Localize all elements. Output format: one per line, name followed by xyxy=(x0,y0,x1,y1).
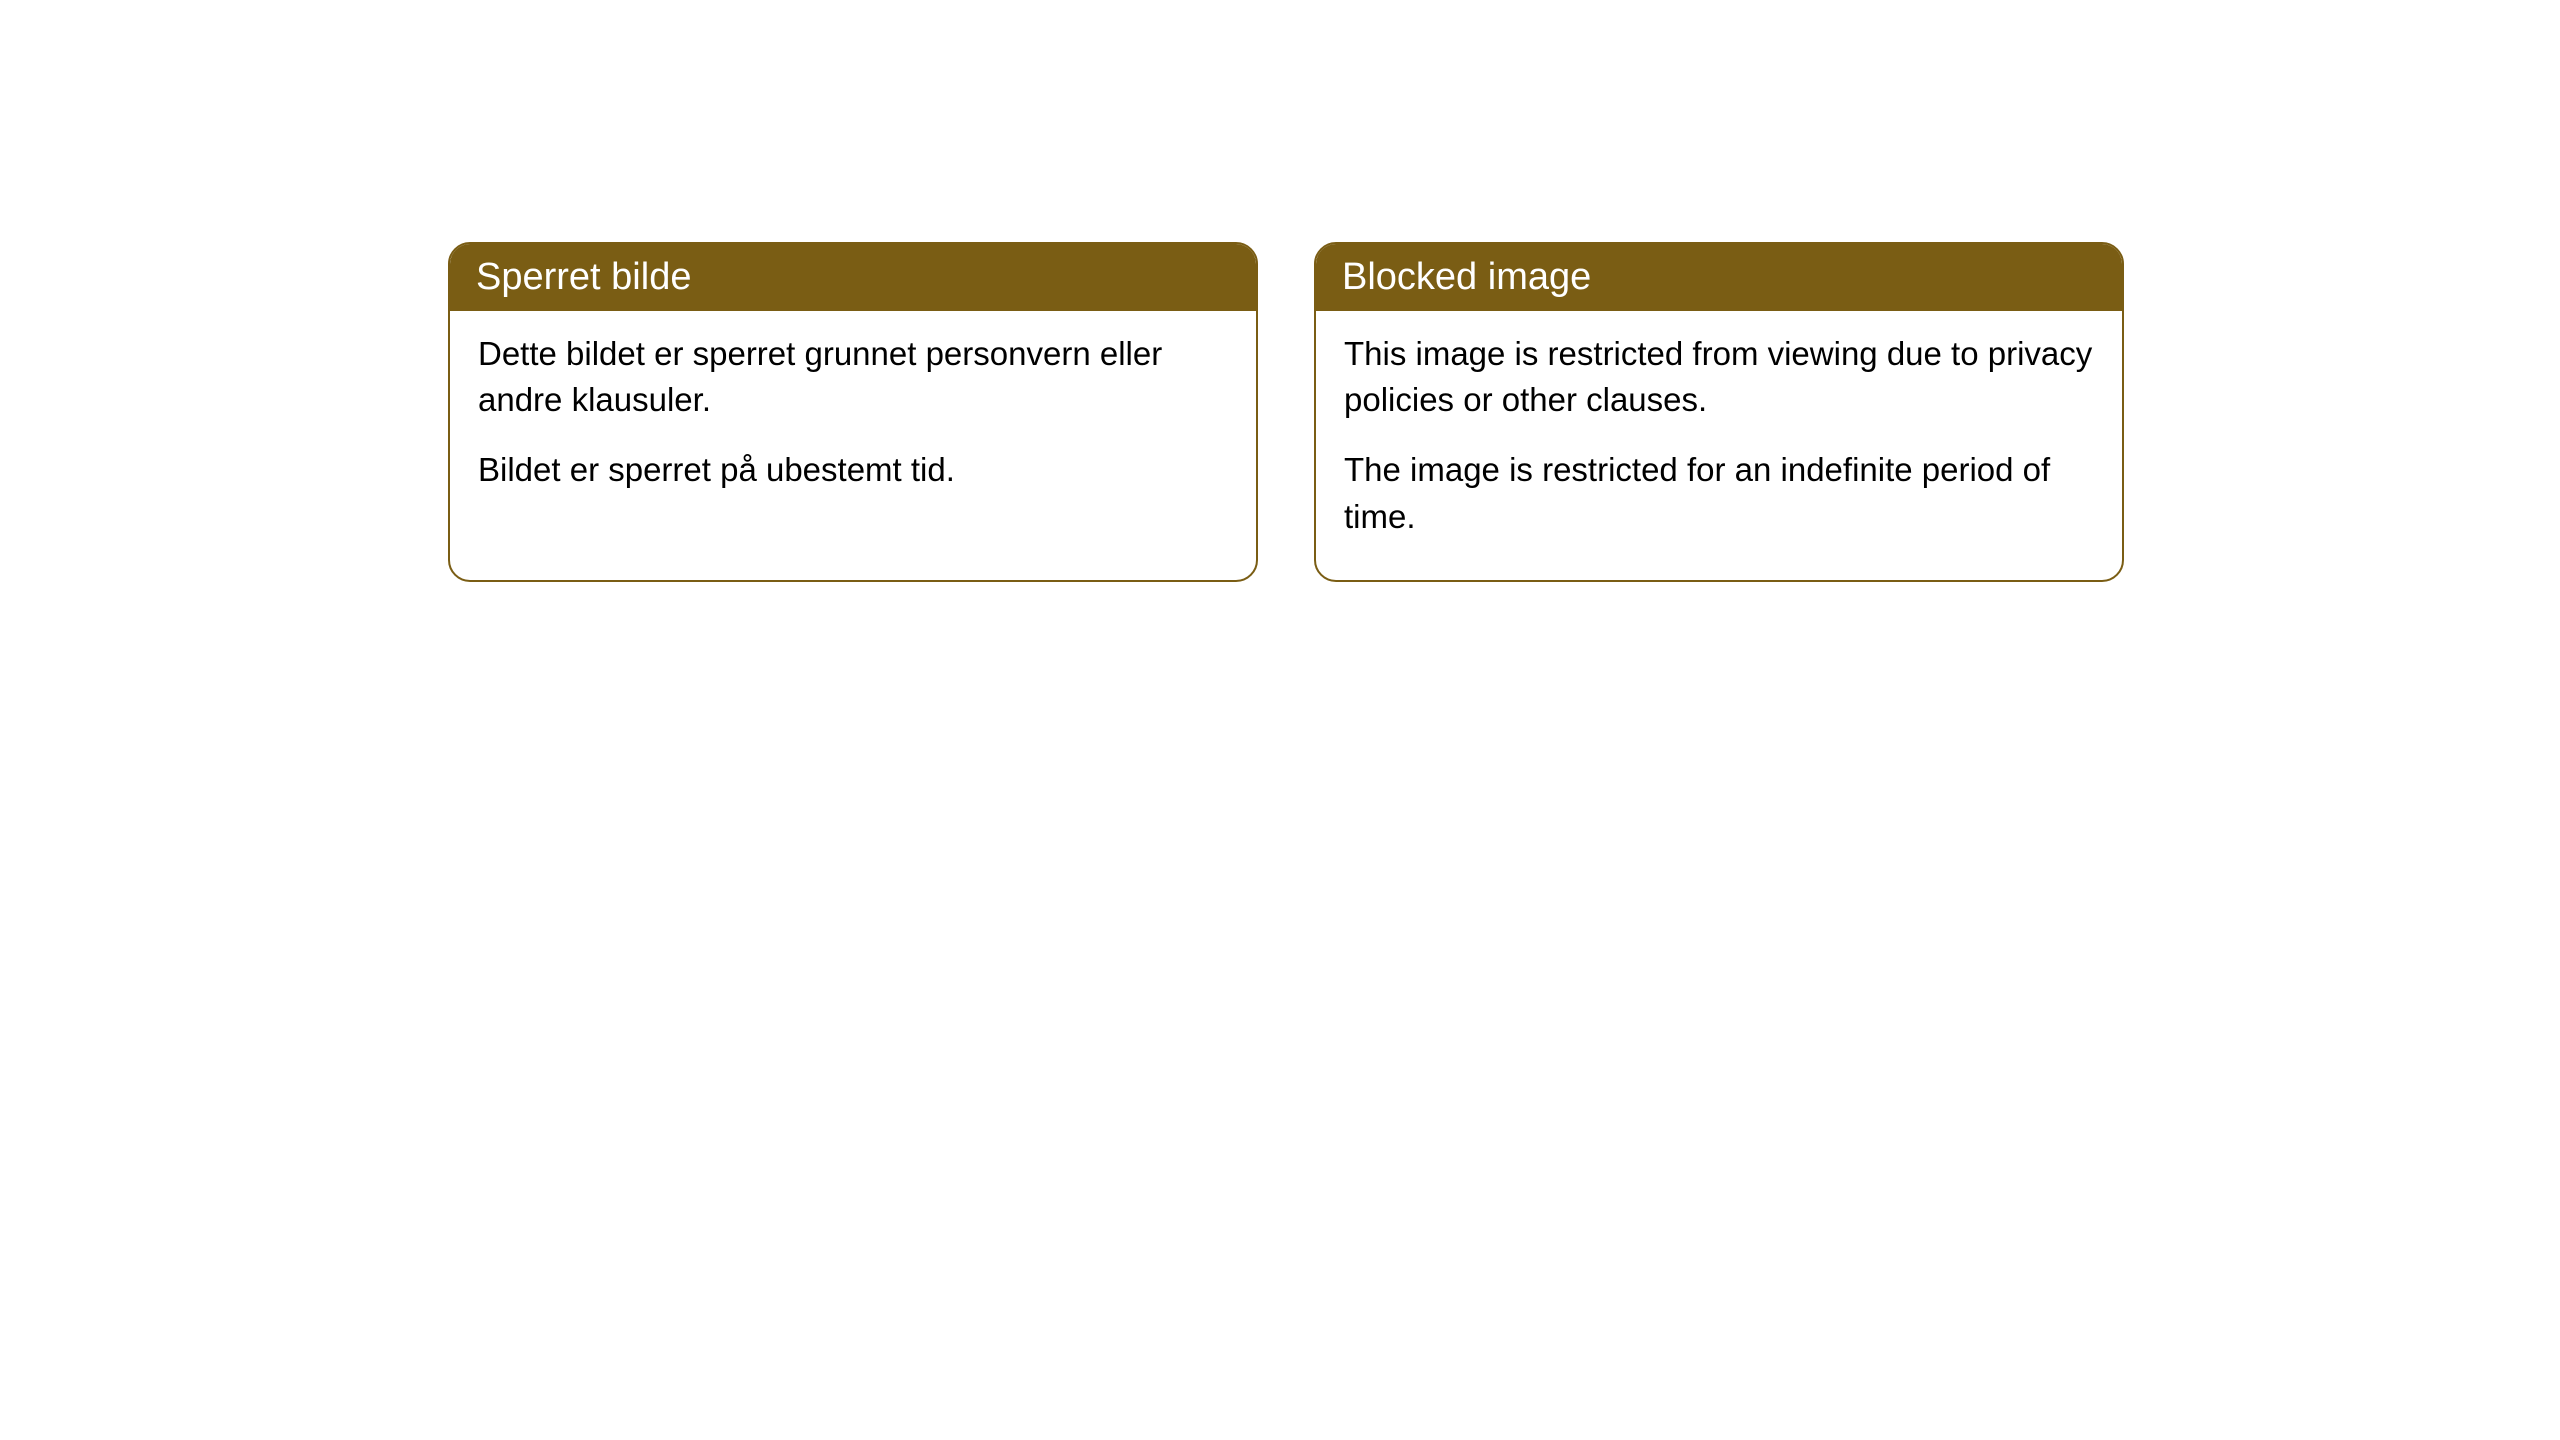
notice-card-norwegian: Sperret bilde Dette bildet er sperret gr… xyxy=(448,242,1258,582)
card-paragraph: Dette bildet er sperret grunnet personve… xyxy=(478,331,1228,423)
notice-cards-container: Sperret bilde Dette bildet er sperret gr… xyxy=(448,242,2124,582)
notice-card-english: Blocked image This image is restricted f… xyxy=(1314,242,2124,582)
card-paragraph: Bildet er sperret på ubestemt tid. xyxy=(478,447,1228,493)
card-body-english: This image is restricted from viewing du… xyxy=(1316,311,2122,580)
card-title: Sperret bilde xyxy=(476,256,691,298)
card-header-norwegian: Sperret bilde xyxy=(450,244,1256,311)
card-body-norwegian: Dette bildet er sperret grunnet personve… xyxy=(450,311,1256,534)
card-title: Blocked image xyxy=(1342,256,1591,298)
card-paragraph: This image is restricted from viewing du… xyxy=(1344,331,2094,423)
card-header-english: Blocked image xyxy=(1316,244,2122,311)
card-paragraph: The image is restricted for an indefinit… xyxy=(1344,447,2094,539)
